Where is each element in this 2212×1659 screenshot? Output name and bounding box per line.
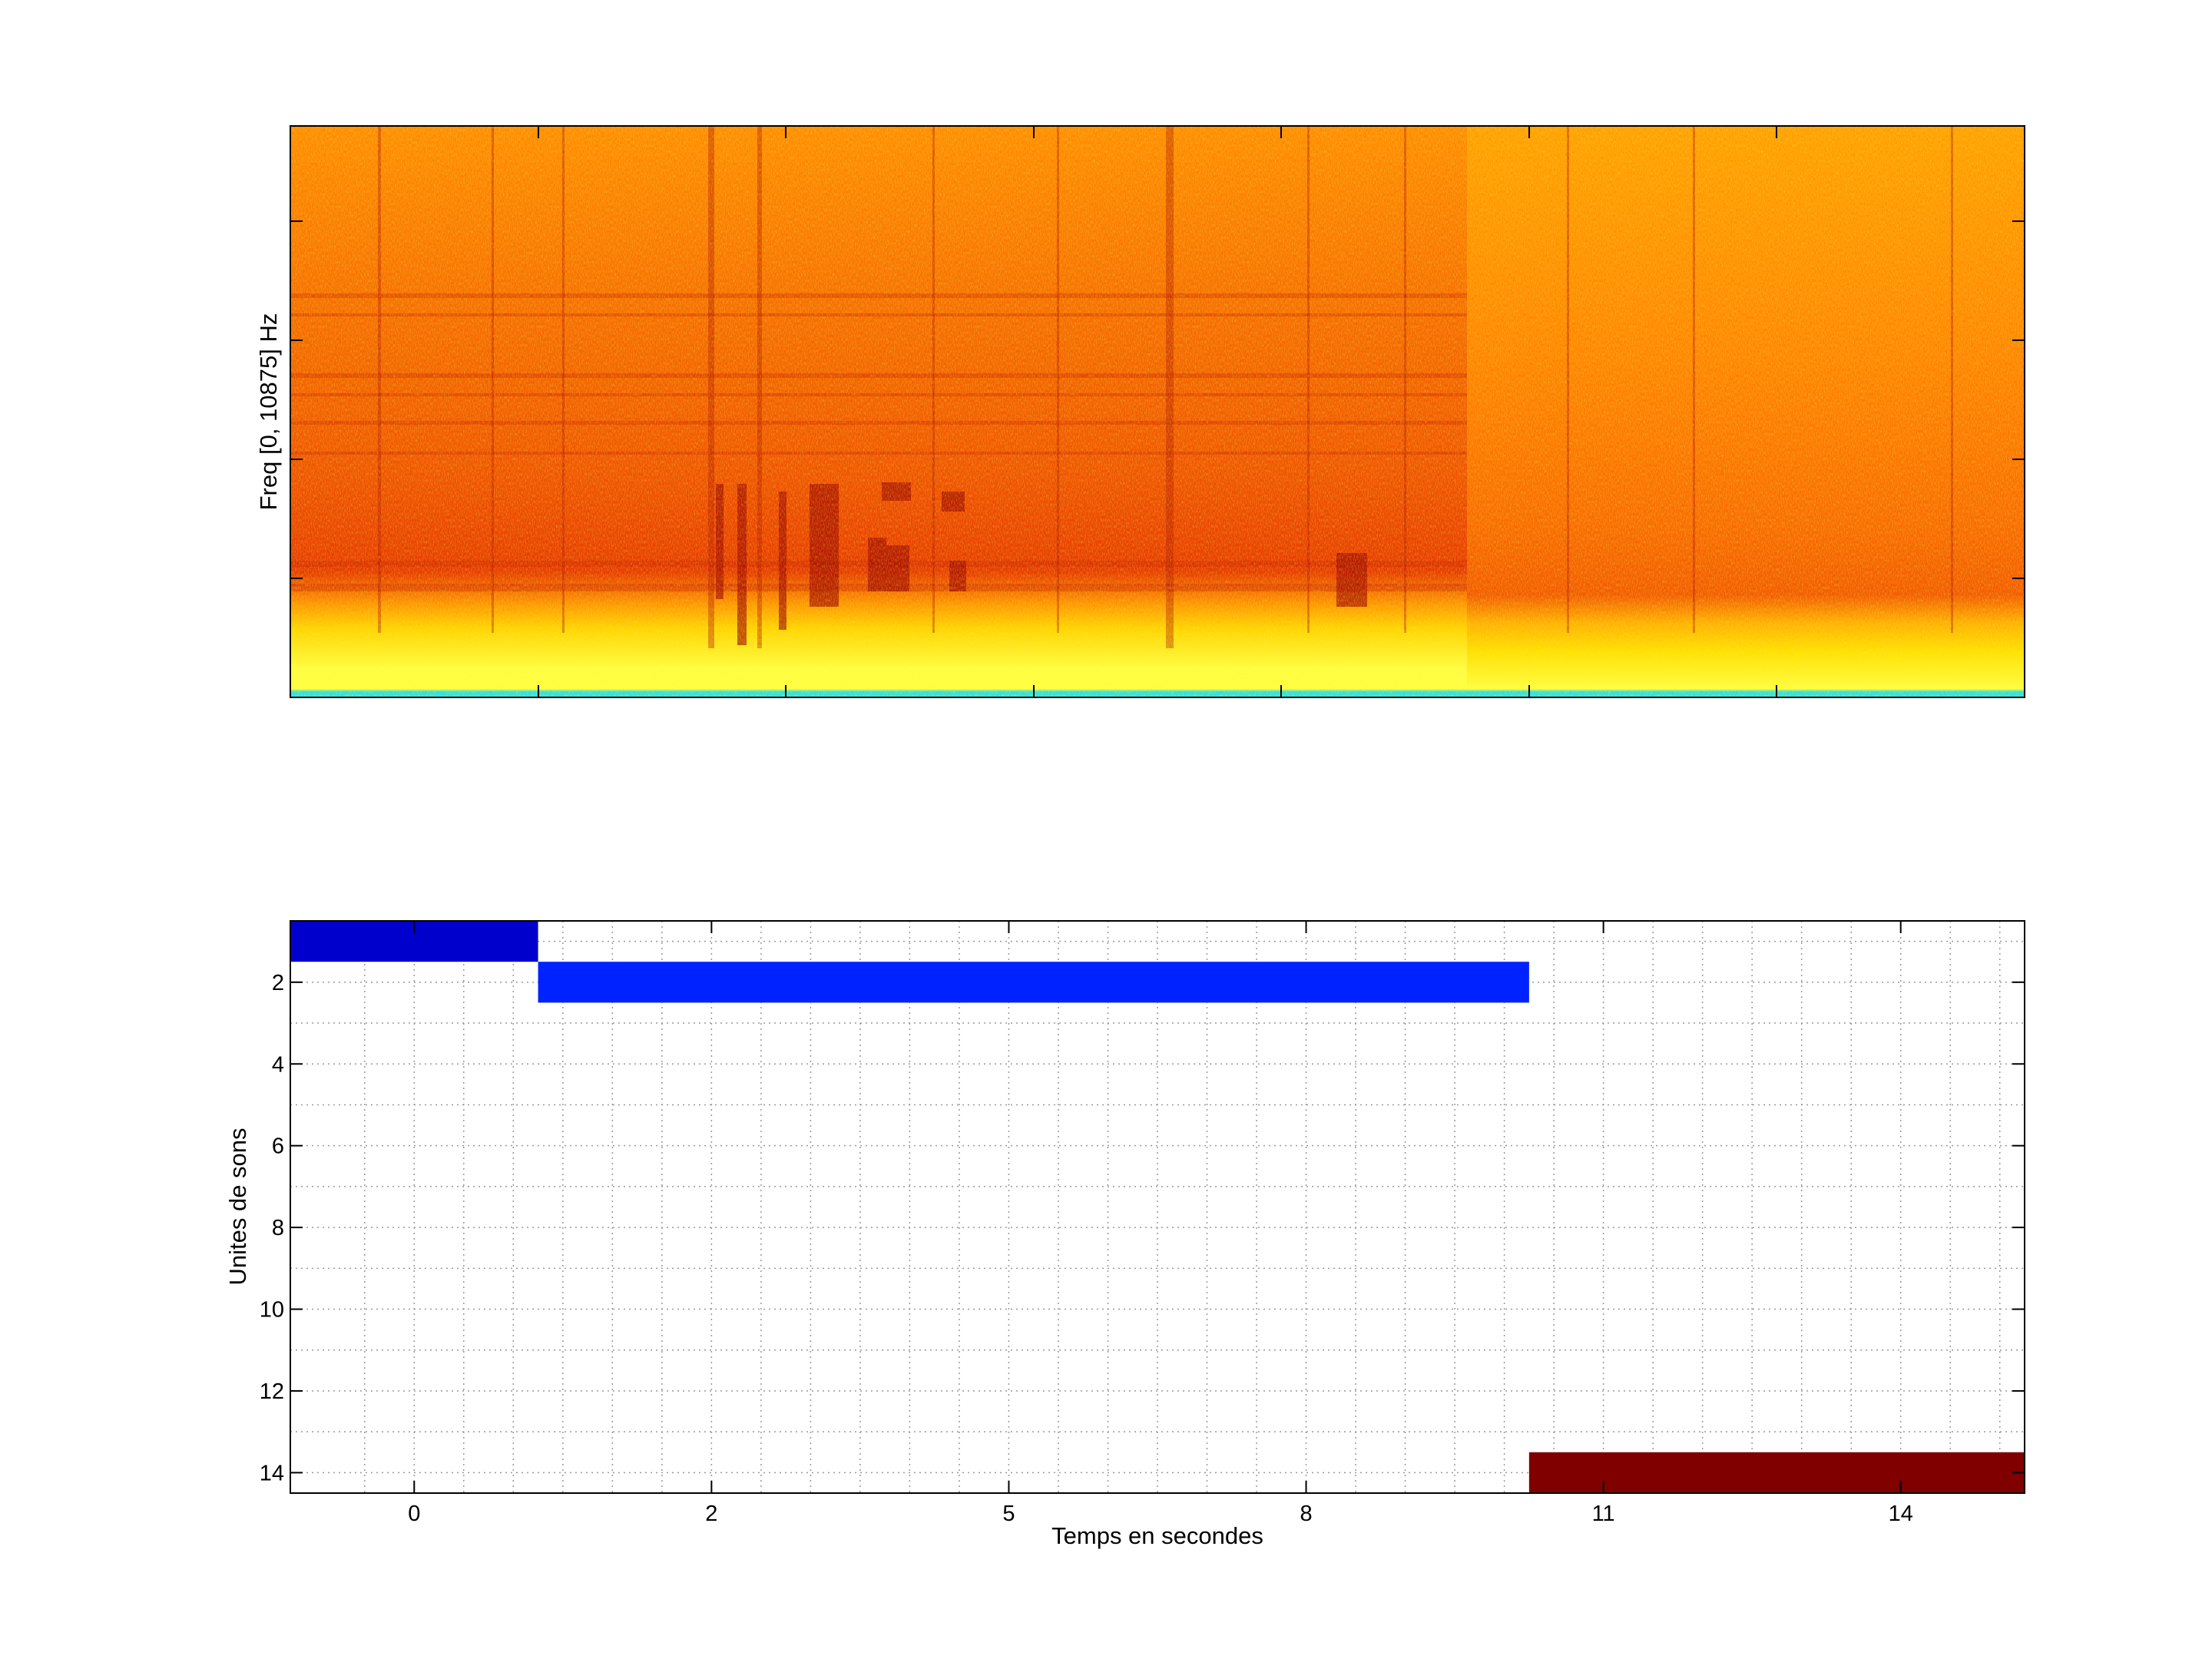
units-xlabel: Temps en secondes bbox=[1051, 1522, 1263, 1549]
xtick-label: 2 bbox=[705, 1502, 717, 1526]
xtick-label: 14 bbox=[1889, 1502, 1913, 1526]
units-segments bbox=[290, 921, 2025, 1493]
units-ylabel: Unites de sons bbox=[224, 1128, 251, 1285]
units-axes: 0 2 5 8 11 14 2 4 6 8 10 12 14 Temps en secondes Un… bbox=[224, 920, 2025, 1549]
spectrogram-ylabel: Freq [0, 10875] Hz bbox=[255, 313, 282, 511]
ytick-label: 2 bbox=[272, 971, 284, 995]
ytick-label: 14 bbox=[260, 1461, 284, 1485]
unit-segment-14 bbox=[1528, 1452, 2025, 1493]
ytick-label: 8 bbox=[272, 1216, 284, 1240]
units-ytick-labels: 2 4 6 8 10 12 14 bbox=[260, 971, 284, 1486]
ytick-label: 10 bbox=[260, 1298, 284, 1323]
xtick-label: 8 bbox=[1300, 1502, 1312, 1526]
xtick-label: 0 bbox=[408, 1502, 420, 1526]
unit-segment-2 bbox=[538, 962, 1529, 1003]
spectrogram-image bbox=[290, 126, 2025, 697]
units-ticks bbox=[290, 921, 2025, 1493]
ytick-label: 6 bbox=[272, 1134, 284, 1159]
ytick-label: 4 bbox=[272, 1052, 284, 1077]
spectrogram-axes: Freq [0, 10875] Hz bbox=[255, 125, 2025, 698]
xtick-label: 5 bbox=[1002, 1502, 1015, 1526]
spectrogram-ticks bbox=[290, 126, 2025, 697]
ytick-label: 12 bbox=[260, 1379, 284, 1404]
units-grid-vertical bbox=[364, 921, 2001, 1493]
xtick-label: 11 bbox=[1592, 1502, 1615, 1526]
units-xtick-labels: 0 2 5 8 11 14 bbox=[408, 1502, 1913, 1526]
